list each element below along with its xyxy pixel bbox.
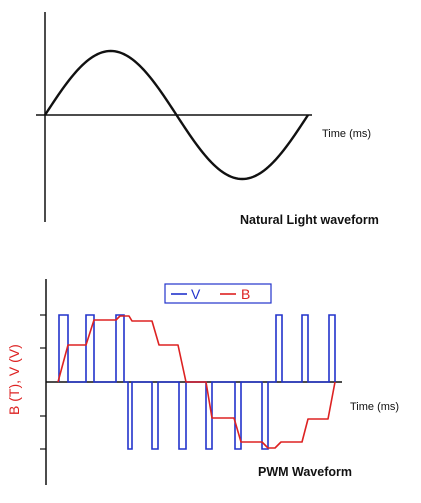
- legend-b-label: B: [241, 286, 250, 302]
- sine-caption: Natural Light waveform: [240, 213, 379, 227]
- pwm-legend: V B: [164, 283, 272, 304]
- legend-v-label: V: [191, 286, 201, 302]
- legend-box: [164, 283, 272, 304]
- pwm-x-axis-label: Time (ms): [350, 401, 399, 413]
- pwm-caption: PWM Waveform: [258, 465, 352, 479]
- pwm-diagram: V B B (T), V (V) Time (ms) PWM Waveform: [6, 279, 399, 485]
- b-flux-signal: [57, 315, 336, 449]
- sine-diagram: Time (ms) Natural Light waveform: [36, 12, 379, 227]
- sine-curve: [43, 49, 310, 181]
- sine-x-axis-label: Time (ms): [322, 128, 371, 140]
- pwm-y-axis-label: B (T), V (V): [6, 344, 22, 415]
